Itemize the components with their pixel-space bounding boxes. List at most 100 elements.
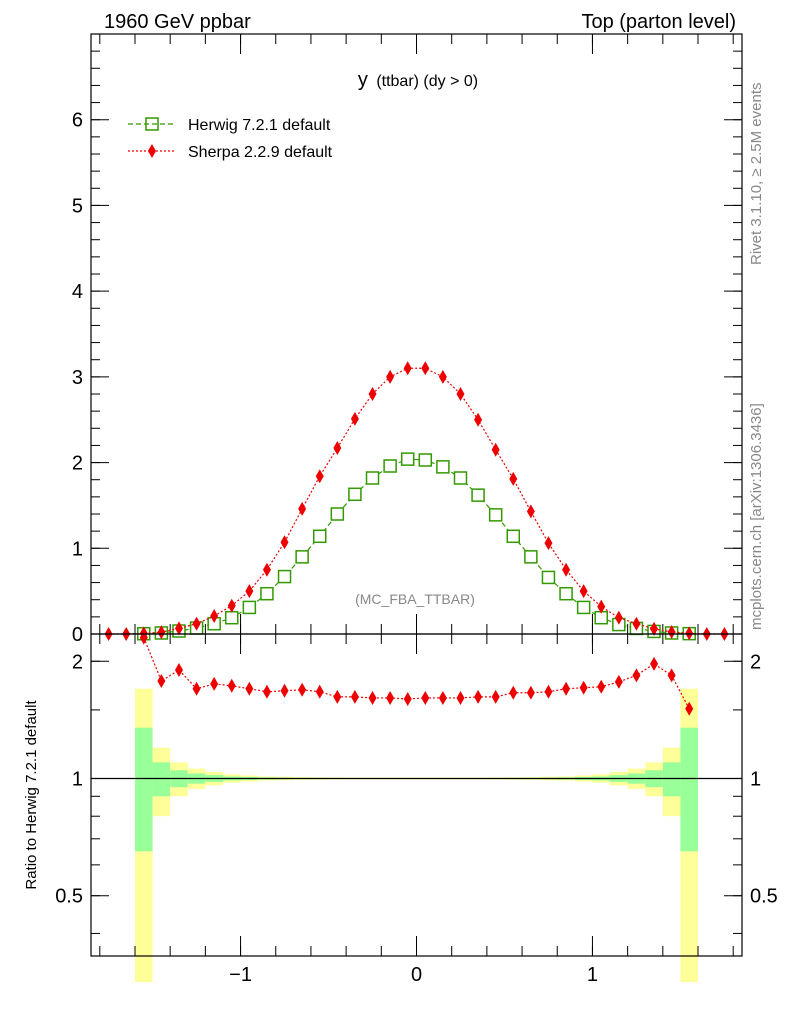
sherpa-point <box>474 412 483 427</box>
ratio-point <box>262 684 271 699</box>
sherpa-point <box>421 361 430 376</box>
plot-title-rest: (ttbar) (dy > 0) <box>376 73 478 90</box>
ratio-point <box>632 668 641 683</box>
herwig-point <box>541 570 556 585</box>
main-plot: 0 1 2 3 4 5 6 <box>72 33 743 646</box>
herwig-point <box>312 529 327 544</box>
ratio-y-tick-label: 0.5 <box>55 886 83 908</box>
sherpa-point <box>403 361 412 376</box>
herwig-point <box>418 453 433 467</box>
sherpa-point <box>685 626 694 641</box>
herwig-point <box>277 569 292 584</box>
legend-sherpa-label: Sherpa 2.2.9 default <box>188 144 333 161</box>
ratio-point <box>491 689 500 704</box>
ratio-y-tick-label: 1 <box>72 768 83 790</box>
ratio-point <box>667 668 676 683</box>
ratio-point <box>192 681 201 696</box>
mcplots-label: mcplots.cern.ch [arXiv:1306.3436] <box>748 403 765 630</box>
legend: Herwig 7.2.1 default Sherpa 2.2.9 defaul… <box>128 117 333 161</box>
x-tick-label: −1 <box>229 964 252 986</box>
y-tick-label: 5 <box>72 195 83 217</box>
ratio-point <box>685 701 694 716</box>
band-green <box>680 727 699 852</box>
ratio-point <box>650 656 659 671</box>
ratio-point <box>474 689 483 704</box>
herwig-point <box>506 529 521 544</box>
herwig-point <box>295 550 309 564</box>
sherpa-point <box>614 610 623 625</box>
herwig-point <box>488 508 503 522</box>
sherpa-point <box>597 599 606 614</box>
ratio-frame <box>90 633 743 957</box>
plot-title-main: y <box>358 69 368 91</box>
ratio-ylabel: Ratio to Herwig 7.2.1 default <box>23 700 40 890</box>
y-tick-label: 4 <box>72 281 83 303</box>
sherpa-point <box>456 387 465 401</box>
sherpa-point <box>227 598 236 613</box>
ratio-point <box>298 682 307 697</box>
band-green <box>134 727 153 852</box>
legend-herwig-marker <box>145 117 159 131</box>
header-left: 1960 GeV ppbar <box>104 11 251 33</box>
sherpa-point <box>438 369 447 384</box>
sherpa-point <box>650 621 659 636</box>
sherpa-point <box>333 441 342 455</box>
ratio-point <box>597 679 606 694</box>
sherpa-point <box>667 624 676 639</box>
sherpa-point <box>157 625 166 640</box>
ratio-y-tick-label-right: 2 <box>750 651 761 673</box>
plot-title: y (ttbar) (dy > 0) <box>358 69 478 91</box>
ratio-point <box>210 676 219 691</box>
herwig-point <box>348 487 362 502</box>
ratio-point <box>526 685 535 700</box>
sherpa-point <box>280 535 289 550</box>
series-line-0 <box>143 458 690 635</box>
ratio-y-tick-label: 2 <box>72 651 83 673</box>
ratio-point <box>421 690 430 705</box>
herwig-point <box>524 550 538 564</box>
legend-herwig-label: Herwig 7.2.1 default <box>188 117 331 134</box>
sherpa-point <box>491 442 500 457</box>
herwig-point <box>242 600 257 615</box>
ratio-plot: −1 0 1 0.5 0.5 1 1 2 2 <box>55 630 778 986</box>
herwig-point <box>383 459 397 473</box>
sherpa-point <box>562 562 571 577</box>
y-tick-label: 0 <box>72 624 83 646</box>
analysis-watermark: (MC_FBA_TTBAR) <box>355 591 475 607</box>
herwig-point <box>453 471 468 485</box>
ratio-point <box>386 690 395 705</box>
sherpa-point <box>368 387 377 401</box>
ratio-point <box>438 690 447 705</box>
y-tick-label: 6 <box>72 110 83 132</box>
herwig-point <box>559 586 573 601</box>
sherpa-point <box>632 616 641 631</box>
ratio-point <box>368 690 377 705</box>
herwig-point <box>260 586 274 601</box>
ratio-y-tick-label-right: 1 <box>750 768 761 790</box>
ratio-point <box>157 673 166 688</box>
ratio-point <box>350 689 359 704</box>
ratio-point <box>403 692 412 707</box>
sherpa-point <box>526 504 535 519</box>
sherpa-point <box>350 411 359 426</box>
ratio-point <box>315 684 324 699</box>
sherpa-point <box>544 536 553 551</box>
x-tick-label: 0 <box>411 964 422 986</box>
ratio-point <box>614 674 623 689</box>
x-tick-label: 1 <box>587 964 598 986</box>
sherpa-point <box>174 621 183 636</box>
ratio-point <box>333 689 342 704</box>
ratio-point <box>245 681 254 696</box>
ratio-point <box>174 662 183 677</box>
y-tick-label: 2 <box>72 453 83 475</box>
herwig-point <box>576 600 591 615</box>
herwig-point <box>400 452 415 466</box>
sherpa-point <box>509 471 518 486</box>
ratio-y-tick-label-right: 0.5 <box>750 886 778 908</box>
band-green <box>152 762 171 797</box>
herwig-point <box>436 460 450 474</box>
rivet-label: Rivet 3.1.10, ≥ 2.5M events <box>748 83 765 266</box>
sherpa-point <box>262 562 271 577</box>
herwig-point <box>365 471 380 485</box>
